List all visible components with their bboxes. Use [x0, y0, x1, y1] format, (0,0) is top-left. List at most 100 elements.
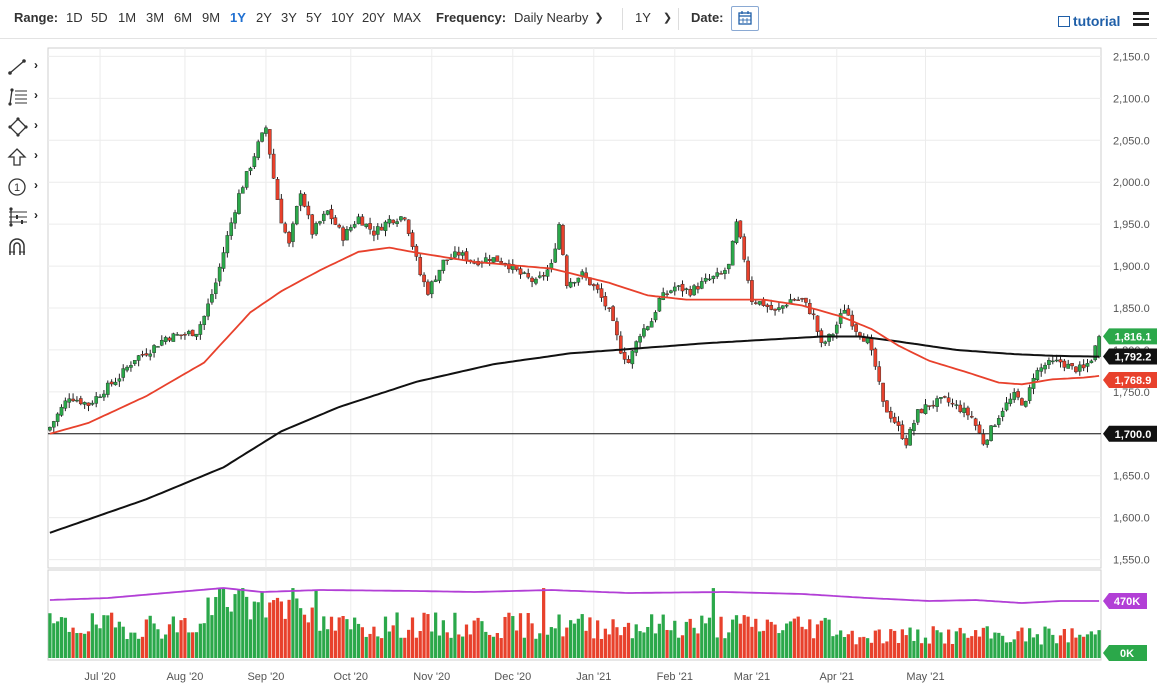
- volume-bar: [781, 630, 785, 658]
- range-20y[interactable]: 20Y: [362, 10, 386, 25]
- volume-bar: [692, 627, 696, 658]
- volume-bar: [769, 621, 773, 658]
- volume-bar: [1031, 637, 1036, 658]
- price-label-text: 1,768.9: [1115, 375, 1152, 387]
- range-10y[interactable]: 10Y: [331, 10, 355, 25]
- date-picker-button[interactable]: [731, 6, 759, 31]
- candle-body: [696, 286, 700, 290]
- volume-bar: [804, 629, 808, 658]
- volume-bar: [248, 619, 253, 658]
- volume-bar: [542, 588, 546, 658]
- volume-bar: [256, 602, 260, 658]
- candle-body: [518, 268, 523, 275]
- candle-body: [306, 205, 311, 216]
- volume-bar: [912, 640, 916, 658]
- volume-bar: [572, 623, 577, 658]
- frequency-dropdown[interactable]: Daily Nearby ❯: [514, 10, 604, 25]
- tutorial-label: tutorial: [1073, 13, 1121, 29]
- range-1y[interactable]: 1Y: [230, 10, 246, 25]
- range-3y[interactable]: 3Y: [281, 10, 297, 25]
- candle-body: [993, 425, 997, 428]
- fibonacci-tool[interactable]: ›: [6, 86, 44, 108]
- counter-tool[interactable]: 1 ›: [6, 176, 44, 198]
- magnet-icon: [9, 238, 25, 255]
- volume-label-badge: [1103, 645, 1147, 661]
- volume-bar: [441, 620, 445, 658]
- candle-body: [1066, 363, 1071, 369]
- volume-bar: [52, 623, 56, 658]
- candle-body: [221, 252, 226, 269]
- range-2y[interactable]: 2Y: [256, 10, 272, 25]
- volume-bar: [63, 617, 67, 658]
- volume-bar: [67, 631, 71, 658]
- volume-bar: [557, 614, 561, 658]
- volume-bar: [553, 628, 557, 658]
- volume-bar: [179, 620, 183, 658]
- volume-bar: [642, 632, 646, 658]
- candle-body: [410, 232, 415, 247]
- candle-body: [726, 263, 731, 270]
- range-1m[interactable]: 1M: [118, 10, 137, 25]
- candle-body: [144, 353, 149, 356]
- volume-bar: [700, 615, 704, 658]
- range-1d[interactable]: 1D: [66, 10, 83, 25]
- y-tick-label: 1,650.0: [1113, 471, 1150, 483]
- volume-bar: [970, 636, 974, 658]
- volume-bar: [295, 598, 299, 658]
- volume-bar: [380, 638, 384, 658]
- volume-bar: [680, 635, 685, 658]
- sma-50-line: [49, 246, 1100, 435]
- volume-bar: [437, 635, 442, 658]
- range-9m[interactable]: 9M: [202, 10, 221, 25]
- volume-bar: [106, 615, 110, 658]
- chevron-down-icon: ❯: [662, 12, 673, 24]
- x-tick-label: Feb '21: [657, 671, 693, 683]
- volume-bar: [750, 626, 754, 658]
- candle-body: [240, 187, 245, 194]
- candle-body: [360, 216, 365, 226]
- candle-body: [252, 156, 257, 167]
- measure-tool[interactable]: ›: [6, 206, 44, 228]
- volume-bar: [966, 637, 970, 658]
- volume-bar: [430, 631, 434, 658]
- magnet-tool[interactable]: [6, 236, 44, 258]
- volume-bar: [619, 635, 623, 658]
- volume-bar: [1085, 634, 1090, 658]
- range-6m[interactable]: 6M: [174, 10, 193, 25]
- menu-icon[interactable]: [1133, 12, 1149, 26]
- candle-body: [707, 278, 712, 281]
- range-3m[interactable]: 3M: [146, 10, 165, 25]
- candle-body: [82, 402, 87, 405]
- candle-body: [1047, 360, 1051, 365]
- volume-bar: [565, 627, 569, 658]
- volume-bar: [985, 626, 989, 658]
- tutorial-link[interactable]: tutorial: [1058, 13, 1120, 29]
- candle-body: [156, 346, 160, 348]
- volume-bar: [1082, 636, 1086, 658]
- line-tool[interactable]: ›: [6, 56, 44, 78]
- candle-body: [279, 198, 284, 224]
- candle-body: [198, 324, 203, 335]
- range-max[interactable]: MAX: [393, 10, 422, 25]
- y-tick-label: 1,950.0: [1113, 219, 1150, 231]
- volume-bar: [1020, 627, 1024, 658]
- volume-bar: [137, 638, 141, 658]
- candle-body: [773, 308, 777, 311]
- candle-body: [391, 219, 396, 224]
- range-5y[interactable]: 5Y: [306, 10, 322, 25]
- candle-body: [834, 324, 839, 334]
- candle-body: [383, 221, 388, 231]
- volume-bar: [738, 623, 742, 658]
- volume-bar: [499, 638, 503, 658]
- range-5d[interactable]: 5D: [91, 10, 108, 25]
- shapes-tool[interactable]: ›: [6, 116, 44, 138]
- period-value: 1Y: [635, 10, 651, 25]
- candle-body: [607, 307, 612, 309]
- candle-body: [599, 288, 604, 298]
- candle-body: [271, 153, 276, 179]
- arrow-tool[interactable]: ›: [6, 146, 44, 168]
- volume-bar: [229, 611, 233, 658]
- period-dropdown[interactable]: 1Y ❯: [635, 10, 672, 25]
- chevron-right-icon: ›: [34, 178, 38, 192]
